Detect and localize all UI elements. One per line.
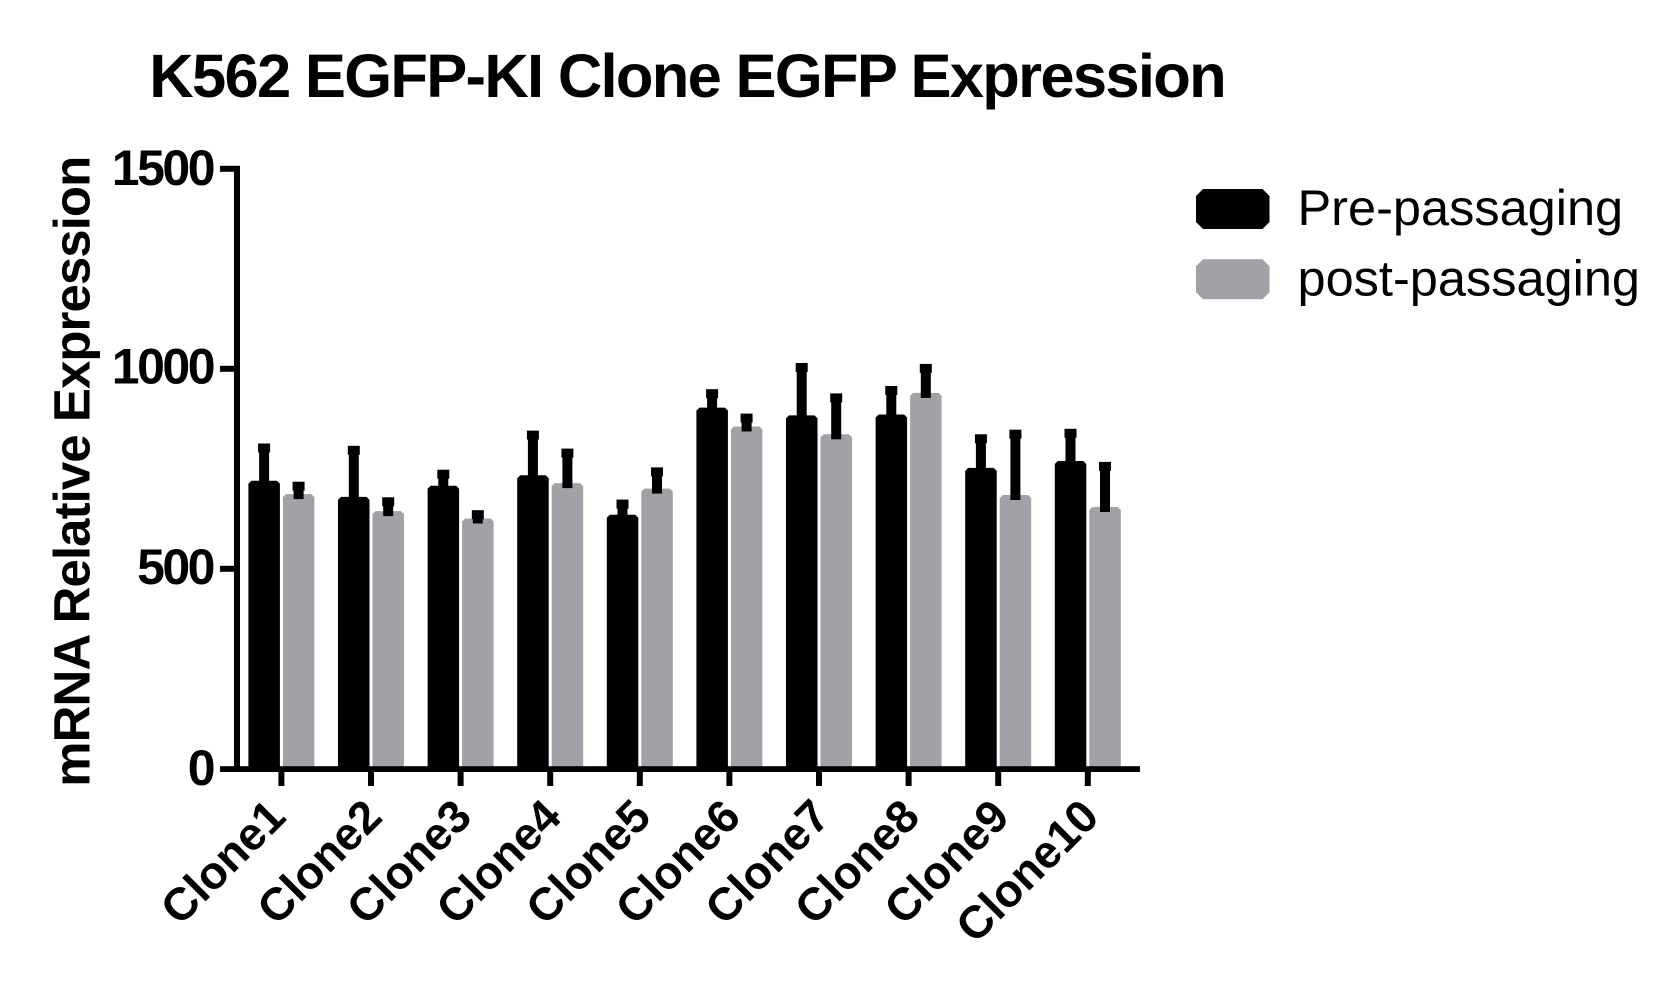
svg-text:mRNA Relative Expression: mRNA Relative Expression — [44, 157, 101, 787]
svg-text:0: 0 — [188, 740, 214, 796]
svg-text:1000: 1000 — [112, 339, 214, 395]
svg-text:Pre-passaging: Pre-passaging — [1298, 179, 1624, 236]
svg-text:1500: 1500 — [112, 140, 214, 196]
svg-text:K562 EGFP-KI Clone EGFP Expres: K562 EGFP-KI Clone EGFP Expression — [149, 42, 1225, 111]
svg-text:500: 500 — [137, 539, 214, 595]
svg-text:post-passaging: post-passaging — [1298, 250, 1641, 307]
